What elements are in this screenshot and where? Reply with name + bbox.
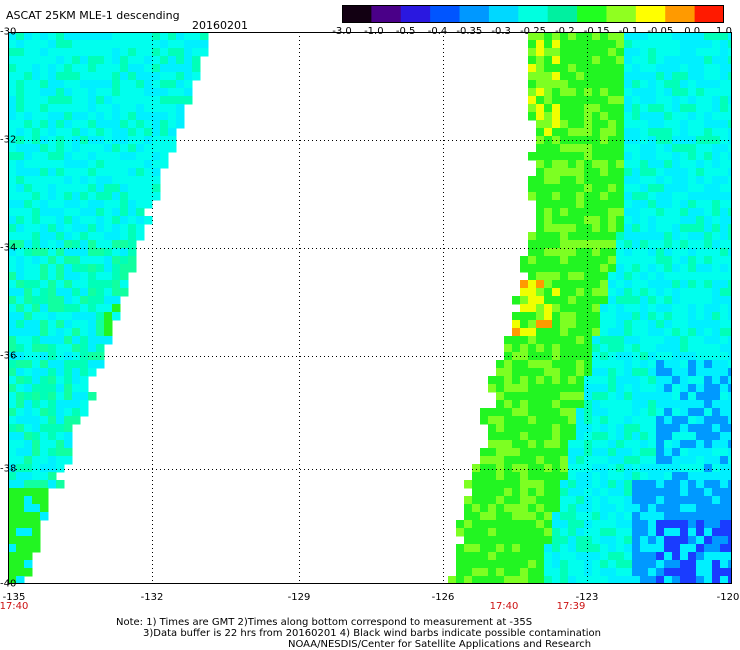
colorbar-tick-label: -1.0	[364, 26, 384, 37]
colorbar-tick-label: -0.4	[427, 26, 448, 37]
lon-label: -126	[431, 592, 455, 603]
colorbar-segment	[430, 5, 461, 23]
colorbar-segment	[635, 5, 666, 23]
map-title: ASCAT 25KM MLE-1 descending	[6, 9, 180, 22]
swath-right	[448, 32, 732, 584]
lat-label: -40	[0, 578, 17, 590]
lat-label: -38	[0, 463, 17, 475]
colorbar-tick-label: -0.2	[555, 26, 575, 37]
colorbar-segment	[694, 5, 724, 23]
lat-label: -32	[0, 134, 17, 146]
map-date: 20160201	[192, 19, 248, 32]
colorbar-segment	[371, 5, 402, 23]
colorbar-frame	[342, 5, 724, 23]
colorbar-segment	[518, 5, 549, 23]
pass-time-label: 17:39	[556, 601, 586, 612]
colorbar-tick-label: -0.3	[491, 26, 511, 37]
colorbar-segment	[606, 5, 637, 23]
lat-label: -30	[0, 26, 17, 38]
colorbar-tick-label: -0.35	[456, 26, 483, 37]
colorbar-segment	[665, 5, 696, 23]
lat-label: -34	[0, 242, 17, 254]
note-line-3: NOAA/NESDIS/Center for Satellite Applica…	[288, 639, 592, 650]
note-line-1: Note: 1) Times are GMT 2)Times along bot…	[116, 617, 533, 628]
colorbar-segment	[400, 5, 431, 23]
lon-label: -135	[2, 592, 26, 603]
pass-time-label: 17:40	[0, 601, 29, 612]
colorbar-tick-label: -0.1	[618, 26, 639, 37]
lon-label: -132	[140, 592, 164, 603]
lon-label: -120	[716, 592, 740, 603]
colorbar-segment	[342, 5, 372, 23]
colorbar-tick-label: 1.0	[716, 26, 732, 37]
lon-label: -129	[287, 592, 311, 603]
lat-label: -36	[0, 350, 17, 362]
colorbar-tick-label: 0.0	[684, 26, 701, 37]
swath-left	[8, 32, 209, 584]
map-frame	[8, 32, 732, 584]
colorbar-segment	[459, 5, 490, 23]
map-plot	[8, 32, 732, 584]
colorbar-tick-label: -3.0	[332, 26, 352, 37]
colorbar-tick-label: -0.5	[395, 26, 416, 37]
colorbar-tick-label: -0.25	[520, 26, 546, 37]
note-line-2: 3)Data buffer is 22 hrs from 20160201 4)…	[143, 628, 601, 639]
lon-label: -123	[575, 592, 599, 603]
colorbar-tick-label: -0.15	[583, 26, 610, 37]
colorbar-segment	[488, 5, 519, 23]
colorbar	[342, 5, 724, 23]
pass-time-label: 17:40	[489, 601, 519, 612]
colorbar-tick-label: -0.05	[647, 26, 674, 37]
colorbar-segment	[547, 5, 578, 23]
colorbar-segment	[577, 5, 608, 23]
